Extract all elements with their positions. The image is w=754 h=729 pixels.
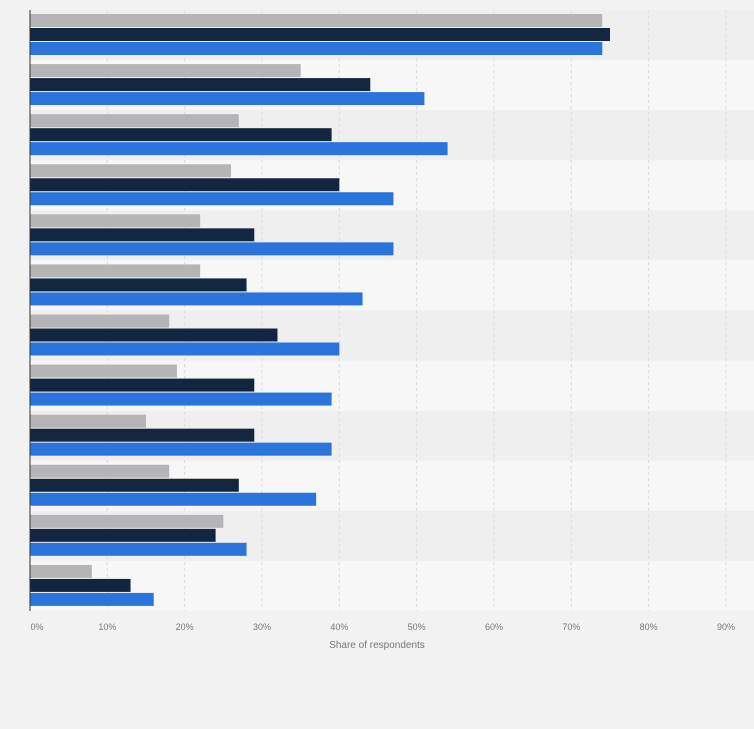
bar	[30, 264, 201, 278]
x-tick-label: 20%	[176, 622, 194, 632]
bar	[30, 114, 239, 128]
bar	[30, 478, 239, 492]
bar	[30, 342, 340, 356]
x-tick-label: 80%	[640, 622, 658, 632]
bar	[30, 292, 363, 306]
bar	[30, 514, 224, 528]
bar	[30, 578, 131, 592]
bar	[30, 64, 301, 78]
bar	[30, 392, 332, 406]
bar	[30, 128, 332, 142]
x-tick-label: 40%	[330, 622, 348, 632]
bar	[30, 28, 610, 41]
bar	[30, 92, 425, 106]
bar	[30, 464, 170, 478]
bar	[30, 164, 232, 178]
x-tick-label: 70%	[562, 622, 580, 632]
x-tick-label: 10%	[98, 622, 116, 632]
gridlines	[106, 10, 727, 611]
bar	[30, 214, 201, 228]
bar	[30, 328, 278, 342]
bar	[30, 364, 177, 378]
bar	[30, 42, 603, 55]
bar	[30, 78, 371, 92]
x-tick-label: 30%	[253, 622, 271, 632]
x-tick-label: 50%	[408, 622, 426, 632]
bar	[30, 428, 255, 442]
bar	[30, 14, 603, 27]
bar	[30, 278, 247, 292]
bar	[30, 528, 216, 542]
bar	[30, 314, 170, 328]
bar	[30, 414, 146, 428]
bar	[30, 378, 255, 392]
x-tick-label: 60%	[485, 622, 503, 632]
bar	[30, 442, 332, 456]
bar	[30, 492, 317, 506]
bar	[30, 228, 255, 242]
bar	[30, 178, 340, 192]
x-axis-label: Share of respondents	[329, 640, 425, 651]
bar	[30, 242, 394, 256]
bar	[30, 564, 92, 578]
x-tick-label: 0%	[30, 622, 43, 632]
x-tick-label: 90%	[717, 622, 735, 632]
bar	[30, 142, 448, 156]
bar	[30, 542, 247, 556]
bars	[30, 14, 610, 606]
bar	[30, 192, 394, 206]
bar	[30, 592, 154, 606]
x-axis-ticks: 0% 10% 20% 30% 40% 50% 60% 70% 80% 90%	[30, 622, 735, 632]
